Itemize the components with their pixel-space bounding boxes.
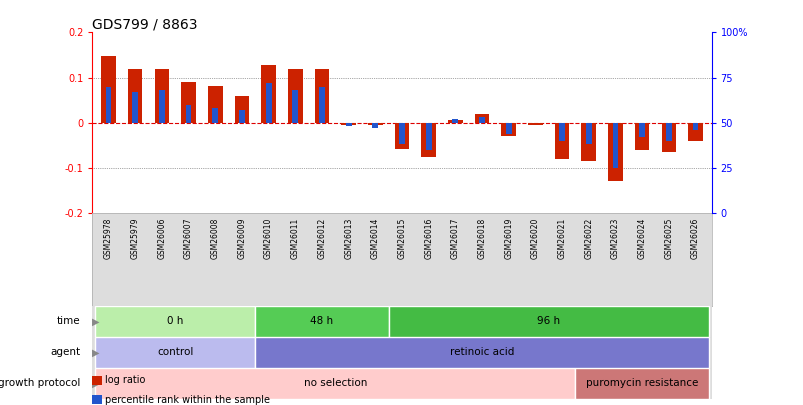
Bar [154,69,169,123]
Bar [255,337,708,368]
Text: ▶: ▶ [92,347,100,358]
Bar [612,123,618,168]
Bar [447,120,463,123]
Bar [505,123,511,134]
Bar [372,123,377,128]
Bar [691,123,698,130]
Text: GSM26021: GSM26021 [557,218,566,259]
Text: GSM26025: GSM26025 [663,218,672,259]
Text: growth protocol: growth protocol [0,378,80,388]
Text: GSM26015: GSM26015 [397,218,406,259]
Bar [340,123,356,125]
Bar [575,368,708,399]
Text: GSM26024: GSM26024 [637,218,646,259]
Text: GSM26016: GSM26016 [424,218,433,259]
Text: GSM26012: GSM26012 [317,218,326,259]
Text: control: control [157,347,194,358]
Text: GSM26010: GSM26010 [263,218,273,259]
Text: GSM25978: GSM25978 [104,218,113,259]
Bar [661,123,675,152]
Text: time: time [56,316,80,326]
Text: 96 h: 96 h [536,316,560,326]
Bar [314,69,329,123]
Bar [234,96,249,123]
Text: GSM26013: GSM26013 [344,218,353,259]
Bar [132,92,138,123]
Text: puromycin resistance: puromycin resistance [585,378,698,388]
Text: percentile rank within the sample: percentile rank within the sample [105,395,270,405]
Text: retinoic acid: retinoic acid [450,347,514,358]
Bar [319,87,324,123]
Text: no selection: no selection [304,378,366,388]
Bar [95,368,575,399]
Bar [185,104,191,123]
Text: GSM25979: GSM25979 [131,218,140,259]
Text: ▶: ▶ [92,316,100,326]
Bar [238,110,245,123]
Bar [388,306,708,337]
Text: GSM26007: GSM26007 [184,218,193,259]
Text: GSM26008: GSM26008 [210,218,219,259]
Bar [607,123,622,181]
Bar [292,90,298,123]
Bar [398,123,405,145]
Text: agent: agent [50,347,80,358]
Text: GSM26011: GSM26011 [291,218,300,259]
Bar [558,123,565,141]
Bar [212,108,218,123]
Text: GSM26019: GSM26019 [503,218,512,259]
Bar [426,123,431,150]
Bar [95,306,255,337]
Text: GSM26020: GSM26020 [530,218,540,259]
Text: GSM26023: GSM26023 [610,218,619,259]
Bar [345,123,351,126]
Bar [95,337,255,368]
Bar [101,56,116,123]
Bar [159,90,165,123]
Text: GSM26026: GSM26026 [690,218,699,259]
Bar [181,82,196,123]
Bar [452,119,458,123]
Text: log ratio: log ratio [105,375,145,385]
Bar [394,123,409,149]
Text: ▶: ▶ [92,378,100,388]
Text: GSM26017: GSM26017 [450,218,459,259]
Text: GSM26009: GSM26009 [237,218,246,259]
Text: GSM26018: GSM26018 [477,218,486,259]
Text: GSM26014: GSM26014 [370,218,379,259]
Bar [261,65,275,123]
Bar [265,83,271,123]
Bar [368,123,382,125]
Bar [287,69,302,123]
Text: GSM26006: GSM26006 [157,218,166,259]
Text: 48 h: 48 h [310,316,333,326]
Text: 0 h: 0 h [167,316,183,326]
Bar [638,123,644,137]
Bar [128,69,142,123]
Bar [105,87,112,123]
Bar [687,123,702,141]
Bar [479,117,484,123]
Bar [528,123,542,125]
Bar [421,123,435,157]
Bar [501,123,516,136]
Bar [585,123,591,145]
Bar [474,114,489,123]
Bar [208,86,222,123]
Text: GSM26022: GSM26022 [584,218,593,259]
Text: GDS799 / 8863: GDS799 / 8863 [92,17,198,31]
Bar [255,306,388,337]
Bar [554,123,569,159]
Bar [634,123,649,150]
Bar [665,123,671,141]
Bar [581,123,595,161]
